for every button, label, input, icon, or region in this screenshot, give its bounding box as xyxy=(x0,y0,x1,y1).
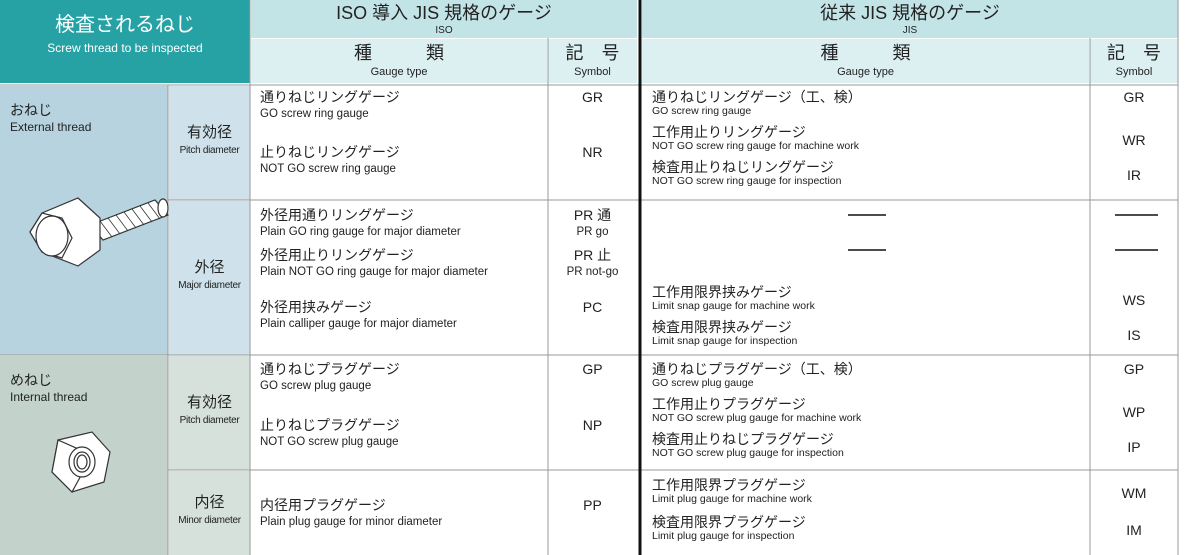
iso-gauge-en: Plain calliper gauge for major diameter xyxy=(260,318,457,330)
iso-gauge-ja: 通りねじリングゲージ xyxy=(260,89,400,105)
jis-symbol: IP xyxy=(1127,439,1141,455)
bolt-illustration xyxy=(29,197,170,267)
iso-symbol-header xyxy=(548,39,637,83)
group-cell xyxy=(169,471,250,555)
iso-symbol-en: PR go xyxy=(576,226,609,238)
group-cell xyxy=(169,356,250,470)
iso-gauge-en: GO screw plug gauge xyxy=(260,380,372,392)
jis-gauge-ja: 工作用限界挟みゲージ xyxy=(652,284,792,300)
iso-type-en: Gauge type xyxy=(370,66,428,78)
jis-symbol: WS xyxy=(1122,292,1146,308)
screw-title: 検査されるねじ xyxy=(55,14,195,36)
iso-symbol-ja: 記 号 xyxy=(565,43,620,63)
jis-gauge-en: Limit snap gauge for inspection xyxy=(652,335,798,347)
iso-gauge-en: GO screw ring gauge xyxy=(260,108,369,120)
iso-symbol: PC xyxy=(582,299,603,315)
jis-gauge-en: Limit plug gauge for machine work xyxy=(652,493,812,505)
iso-gauge-ja: 内径用プラグゲージ xyxy=(260,497,386,513)
iso-symbol: PP xyxy=(583,497,602,513)
iso-gauge-en: NOT GO screw plug gauge xyxy=(260,436,399,448)
jis-header xyxy=(642,0,1178,38)
iso-gauge-ja: 止りねじプラグゲージ xyxy=(260,417,400,433)
iso-type-ja: 種 類 xyxy=(354,43,444,63)
group-label-ja: 内径 xyxy=(194,493,225,511)
jis-gauge-en: GO screw ring gauge xyxy=(652,105,752,117)
jis-symbol-header xyxy=(1090,39,1178,83)
iso-gauge-ja: 外径用挟みゲージ xyxy=(260,299,372,315)
jis-gauge-ja: 工作用止りプラグゲージ xyxy=(652,396,806,412)
jis-gauge-ja: 検査用止りねじプラグゲージ xyxy=(652,431,834,447)
iso-gauge-ja: 外径用止りリングゲージ xyxy=(260,247,414,263)
jis-subtitle: JIS xyxy=(902,25,918,36)
iso-symbol: PR 止 xyxy=(573,247,612,263)
iso-header xyxy=(251,0,637,38)
nut-illustration xyxy=(51,431,111,493)
iso-title: ISO 導入 JIS 規格のゲージ xyxy=(336,3,552,23)
jis-gauge-en: NOT GO screw ring gauge for inspection xyxy=(652,175,842,187)
jis-symbol-en: Symbol xyxy=(1115,66,1153,78)
group-label-ja: 有効径 xyxy=(186,123,232,141)
jis-title: 従来 JIS 規格のゲージ xyxy=(820,3,1000,23)
jis-gauge-en: GO screw plug gauge xyxy=(652,377,754,389)
iso-type-header xyxy=(251,39,547,83)
iso-gauge-en: Plain GO ring gauge for major diameter xyxy=(260,226,461,238)
jis-symbol-ja: 記 号 xyxy=(1107,43,1161,63)
jis-gauge-ja: 検査用止りねじリングゲージ xyxy=(652,159,834,175)
jis-gauge-en: Limit plug gauge for inspection xyxy=(652,530,795,542)
iso-gauge-ja: 外径用通りリングゲージ xyxy=(260,207,414,223)
iso-symbol-en: PR not-go xyxy=(566,266,619,278)
jis-symbol: WP xyxy=(1122,404,1146,420)
screw-header xyxy=(0,0,250,83)
iso-symbol: PR 通 xyxy=(573,207,612,223)
group-label-en: Pitch diameter xyxy=(179,414,240,426)
iso-gauge-en: NOT GO screw ring gauge xyxy=(260,163,396,175)
jis-gauge-ja: 工作用限界プラグゲージ xyxy=(652,477,806,493)
jis-symbol: IM xyxy=(1126,522,1142,538)
jis-type-header xyxy=(642,39,1089,83)
jis-symbol: IR xyxy=(1127,167,1141,183)
group-cell xyxy=(169,201,250,355)
iso-gauge-ja: 止りねじリングゲージ xyxy=(260,144,400,160)
group-label-ja: 有効径 xyxy=(186,393,232,411)
iso-subtitle: ISO xyxy=(435,25,453,36)
jis-gauge-en: NOT GO screw plug gauge for inspection xyxy=(652,447,844,459)
iso-gauge-en: Plain plug gauge for minor diameter xyxy=(260,516,443,528)
jis-type-ja: 種 類 xyxy=(820,43,911,63)
group-label-en: Major diameter xyxy=(178,279,241,291)
jis-gauge-ja: 通りねじプラグゲージ（工、検） xyxy=(652,361,862,377)
jis-symbol: GP xyxy=(1123,361,1145,377)
group-label-en: Minor diameter xyxy=(178,514,241,526)
jis-gauge-ja: 通りねじリングゲージ（工、検） xyxy=(652,89,862,105)
iso-symbol: NR xyxy=(582,144,603,160)
jis-gauge-ja: 検査用限界挟みゲージ xyxy=(652,319,792,335)
jis-type-en: Gauge type xyxy=(837,66,894,78)
iso-symbol: NP xyxy=(582,417,603,433)
section-label-en: Internal thread xyxy=(10,390,88,404)
jis-gauge-ja: 工作用止りリングゲージ xyxy=(652,124,806,140)
jis-symbol: WM xyxy=(1121,485,1147,501)
iso-gauge-en: Plain NOT GO ring gauge for major diamet… xyxy=(260,266,488,278)
iso-symbol: GR xyxy=(582,89,603,105)
jis-gauge-ja: 検査用限界プラグゲージ xyxy=(652,514,806,530)
group-label-ja: 外径 xyxy=(194,258,225,276)
jis-gauge-en: NOT GO screw plug gauge for machine work xyxy=(652,412,862,424)
jis-symbol: WR xyxy=(1122,132,1146,148)
group-label-en: Pitch diameter xyxy=(179,144,240,156)
iso-gauge-ja: 通りねじプラグゲージ xyxy=(260,361,400,377)
iso-symbol: GP xyxy=(582,361,603,377)
group-cell xyxy=(169,86,250,200)
jis-gauge-en: Limit snap gauge for machine work xyxy=(652,300,815,312)
jis-gauge-en: NOT GO screw ring gauge for machine work xyxy=(652,140,859,152)
iso-symbol-en: Symbol xyxy=(574,66,611,78)
section-label-ja: めねじ xyxy=(10,372,52,388)
section-label-en: External thread xyxy=(10,120,92,134)
screw-subtitle: Screw thread to be inspected xyxy=(47,41,203,55)
section-label-ja: おねじ xyxy=(10,102,52,118)
jis-symbol: IS xyxy=(1127,327,1141,343)
jis-symbol: GR xyxy=(1123,89,1145,105)
